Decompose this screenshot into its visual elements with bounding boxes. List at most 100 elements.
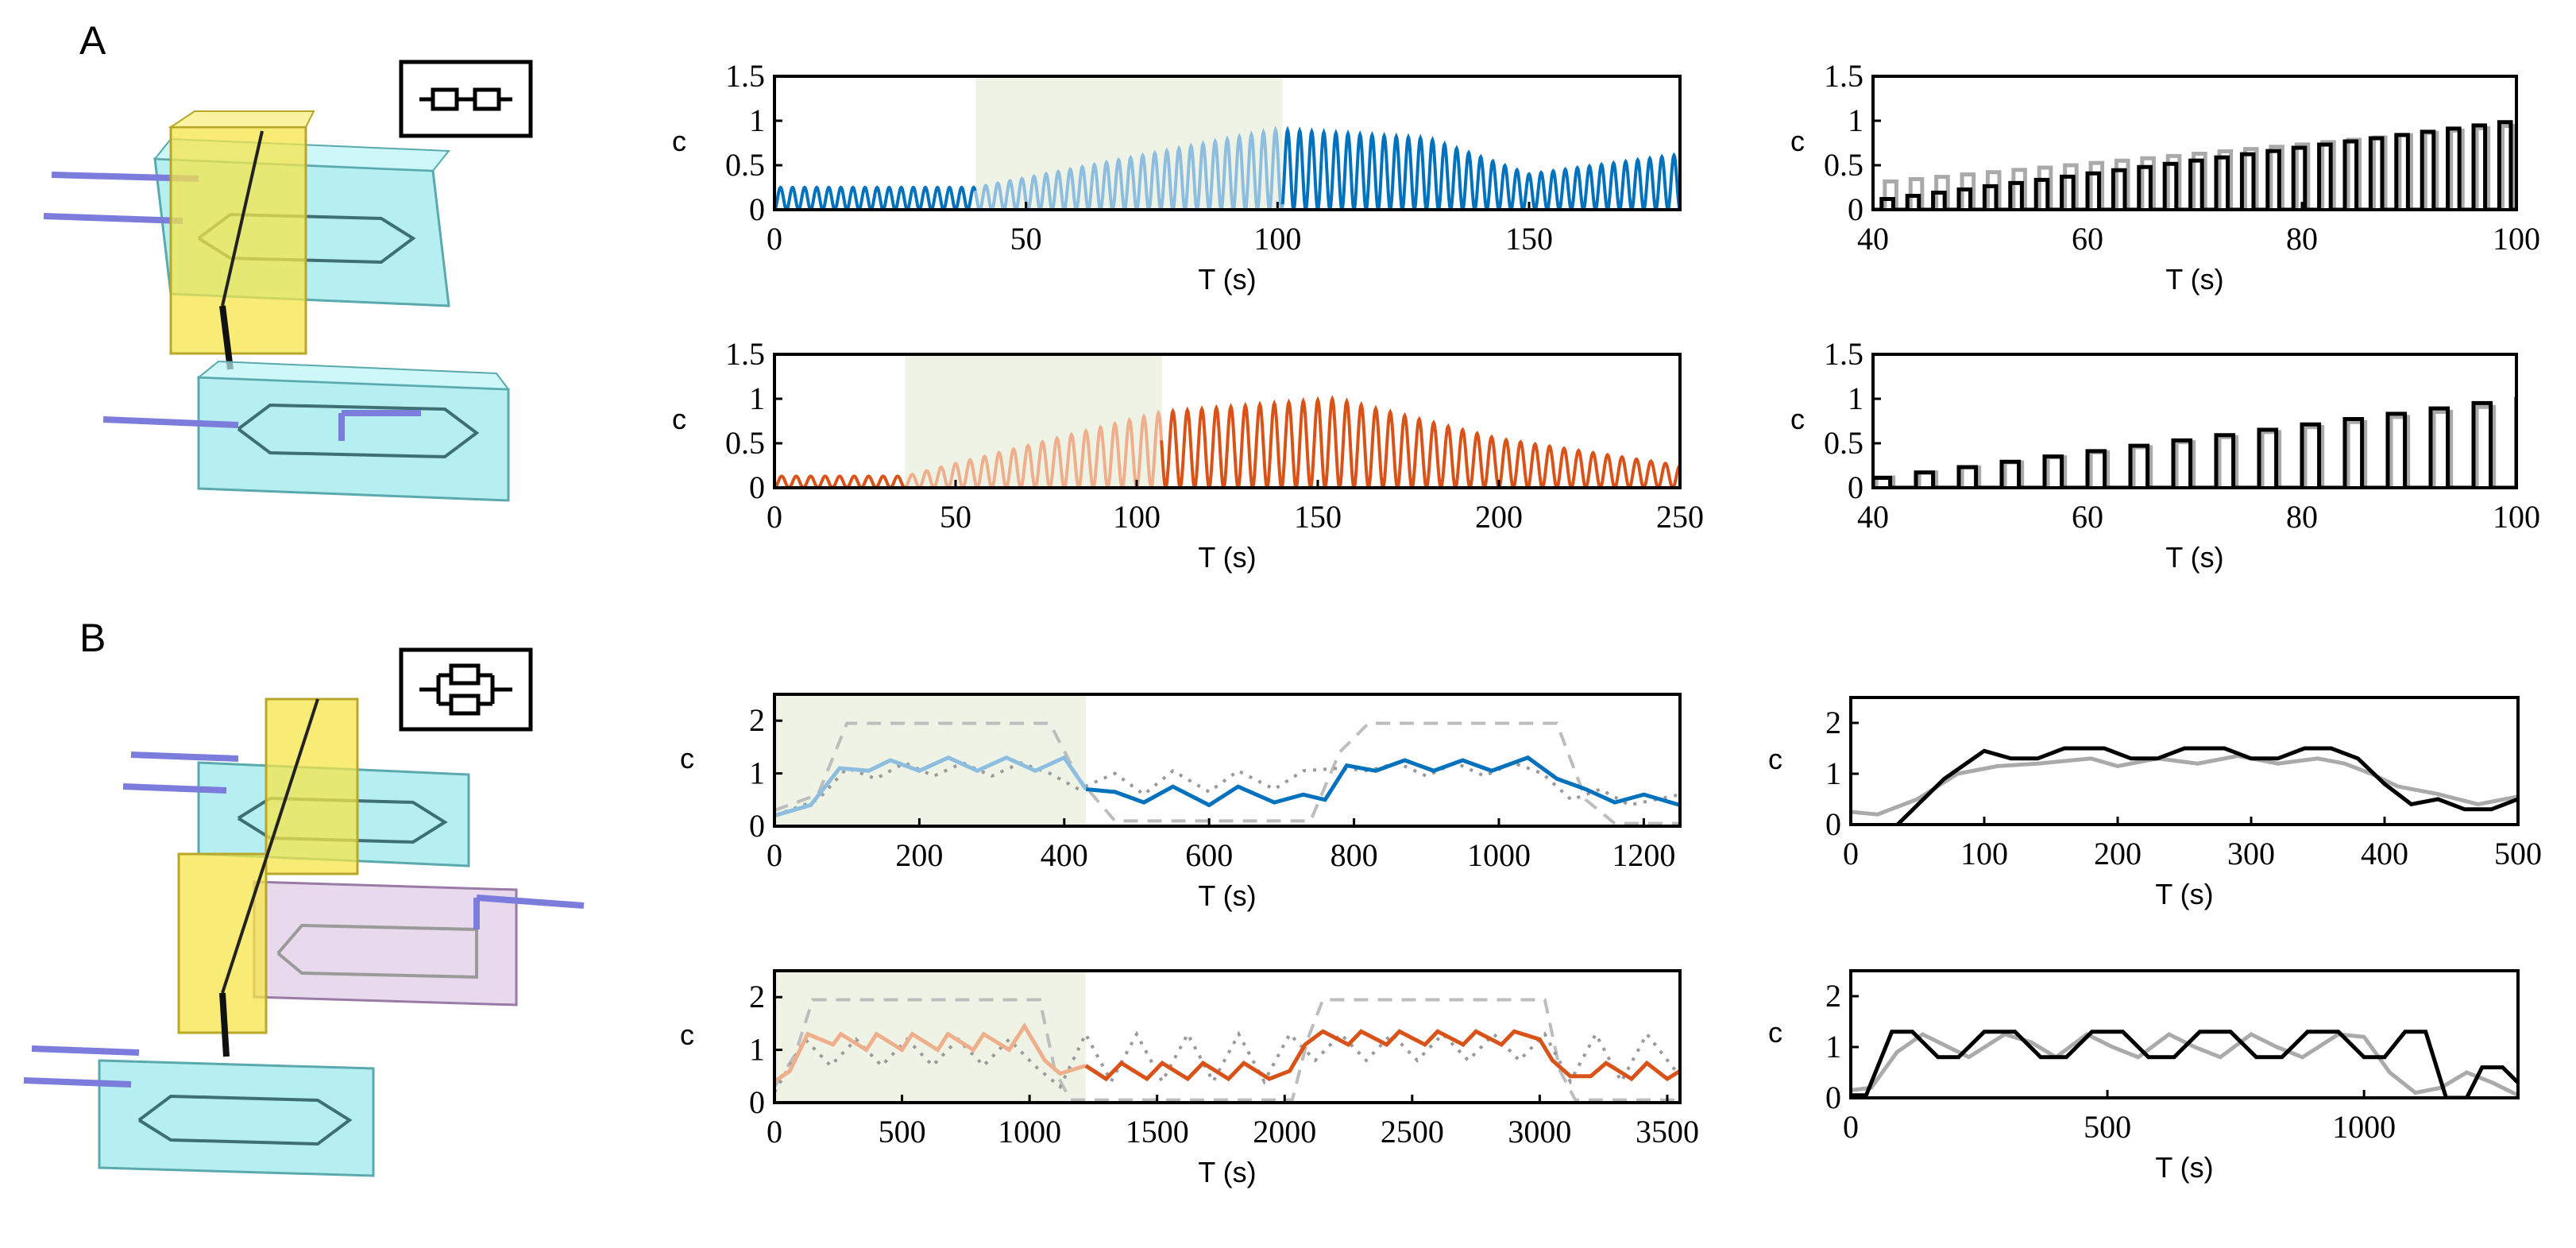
series-line-measured [1873, 120, 2516, 210]
chart-b-main-bottom: 0 500 1000 1500 2000 2500 3000 3500 0 1 2 T (s) c [680, 969, 1699, 1188]
y-tick-label: 0 [1848, 469, 1863, 505]
y-tick-label: 1 [1848, 381, 1863, 416]
device-illustration-b [23, 647, 585, 1177]
x-tick-label: 100 [2493, 499, 2540, 535]
x-tick-label: 80 [2286, 221, 2318, 257]
y-tick-label: 1 [749, 381, 765, 416]
x-tick-label: 1000 [2332, 1109, 2396, 1145]
series-line-measured [1896, 746, 2518, 825]
x-tick-label: 500 [2494, 836, 2542, 871]
series-line-measured [1851, 1030, 2518, 1098]
b-bottom-chip [23, 1045, 375, 1177]
y-tick-label: 1.5 [725, 58, 765, 94]
y-tick-label: 1 [1825, 1029, 1841, 1064]
x-axis-label: T (s) [2165, 263, 2223, 296]
x-tick-label: 3000 [1508, 1114, 1571, 1149]
plot-area [1873, 120, 2516, 210]
lower-chip [102, 360, 511, 502]
y-axis-label: c [672, 125, 686, 157]
axes-frame [773, 75, 1682, 211]
panel-label-a: A [79, 18, 106, 63]
series-line-concentration-after [1280, 126, 1680, 210]
y-tick-label: 1 [1848, 102, 1863, 138]
x-tick-label: 0 [767, 837, 782, 873]
plot-area [1851, 746, 2518, 825]
y-tick-label: 0.5 [1824, 147, 1863, 183]
y-tick-label: 1 [1825, 755, 1841, 791]
x-tick-label: 80 [2286, 499, 2318, 535]
y-tick-label: 0 [749, 469, 765, 505]
y-axis-label: c [680, 1018, 694, 1051]
y-tick-label: 0 [1825, 1080, 1841, 1115]
y-tick-label: 1 [749, 102, 765, 138]
chart-b-zoom-top: 0 100 200 300 400 500 0 1 2 T (s) c [1768, 696, 2542, 910]
x-tick-label: 1000 [998, 1114, 1061, 1149]
axes-frame [773, 353, 1682, 489]
y-tick-label: 1.5 [1824, 336, 1863, 372]
y-tick-label: 0 [1825, 806, 1841, 842]
series-line-measured-highlight [774, 1022, 1087, 1084]
b-side-chip [253, 880, 585, 1007]
x-tick-label: 200 [2094, 836, 2142, 871]
chart-b-zoom-bottom: 0 500 1000 0 1 2 T (s) c [1768, 969, 2520, 1184]
y-axis-label: c [672, 403, 686, 435]
series-line-reference [1851, 754, 2518, 817]
x-tick-label: 100 [2493, 221, 2540, 257]
b-yellow-connector [177, 697, 359, 1057]
x-tick-label: 1000 [1467, 837, 1531, 873]
x-tick-label: 0 [767, 1114, 782, 1149]
series-line-measured-highlight [774, 755, 1088, 818]
x-tick-label: 150 [1505, 221, 1553, 257]
y-tick-label: 0 [749, 808, 765, 844]
x-tick-label: 60 [2072, 499, 2103, 535]
x-tick-label: 60 [2072, 221, 2103, 257]
x-tick-label: 0 [767, 221, 782, 257]
y-tick-label: 1 [749, 1032, 765, 1068]
chart-a-main-top: 0 50 100 150 0 0.5 1 1.5 T (s) c [672, 58, 1682, 296]
x-tick-label: 500 [2084, 1109, 2131, 1145]
x-axis-label: T (s) [2155, 878, 2213, 910]
series-line-dashed [774, 998, 1680, 1102]
x-tick-label: 2500 [1381, 1114, 1444, 1149]
panel-label-b: B [79, 616, 106, 660]
y-tick-label: 0 [749, 1084, 765, 1120]
y-axis-label: c [680, 742, 694, 775]
x-tick-label: 0 [1843, 1109, 1859, 1145]
y-tick-label: 2 [1825, 978, 1841, 1014]
series-line-measured [1085, 755, 1680, 808]
chart-a-zoom-bottom: 40 60 80 100 0 0.5 1 1.5 T (s) c [1790, 336, 2540, 574]
highlight-region [774, 694, 1087, 826]
plot-area [1851, 1030, 2518, 1098]
x-tick-label: 250 [1656, 499, 1704, 535]
y-axis-label: c [1768, 1016, 1782, 1049]
x-axis-label: T (s) [1198, 541, 1256, 574]
x-axis-label: T (s) [1198, 263, 1256, 296]
x-axis-label: T (s) [2165, 541, 2223, 574]
axes-frame [1871, 353, 2518, 489]
y-tick-label: 0 [749, 191, 765, 227]
x-tick-label: 600 [1185, 837, 1233, 873]
x-tick-label: 50 [1010, 221, 1042, 257]
x-axis-label: T (s) [1198, 879, 1256, 912]
x-tick-label: 100 [1253, 221, 1301, 257]
x-tick-label: 40 [1857, 499, 1889, 535]
x-tick-label: 1200 [1612, 837, 1675, 873]
x-tick-label: 2000 [1253, 1114, 1316, 1149]
y-tick-label: 2 [749, 979, 765, 1014]
series-line-concentration-after [1160, 394, 1680, 488]
y-axis-label: c [1768, 743, 1782, 775]
x-tick-label: 800 [1330, 837, 1378, 873]
x-tick-label: 500 [879, 1114, 926, 1149]
x-tick-label: 0 [767, 499, 782, 535]
y-tick-label: 2 [1825, 705, 1841, 740]
x-axis-label: T (s) [1198, 1156, 1256, 1188]
series-line-reference [1851, 1032, 2518, 1098]
y-tick-label: 0.5 [725, 425, 765, 461]
y-axis-label: c [1790, 125, 1805, 157]
axes-frame [1871, 75, 2518, 211]
series-line-dotted [774, 761, 1680, 817]
y-axis-label: c [1790, 403, 1805, 435]
x-tick-label: 50 [940, 499, 971, 535]
series-line-measured [1084, 1029, 1680, 1082]
